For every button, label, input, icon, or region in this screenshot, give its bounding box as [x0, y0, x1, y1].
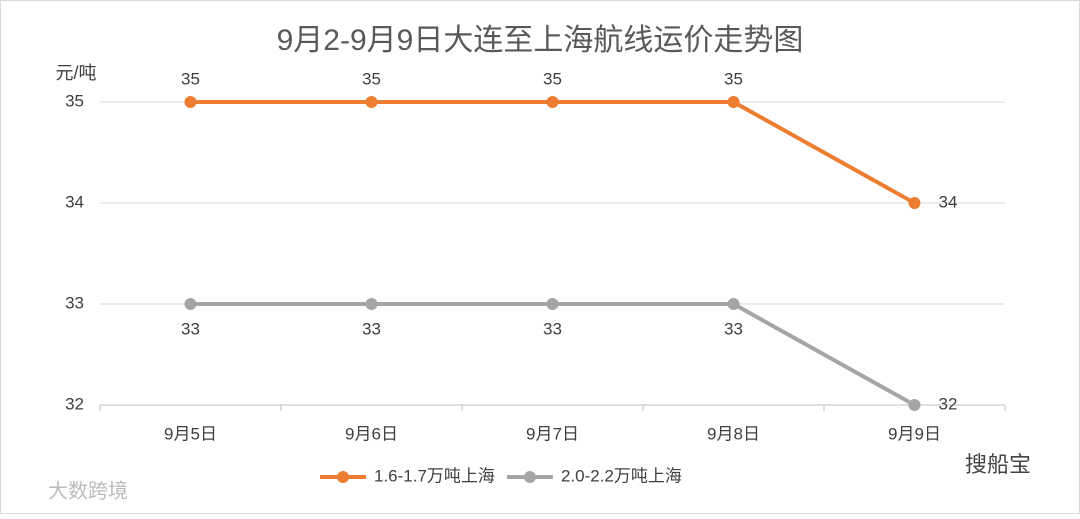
data-label: 33 — [181, 319, 200, 338]
y-tick-label: 35 — [65, 91, 84, 110]
chart-title: 9月2-9月9日大连至上海航线运价走势图 — [277, 24, 804, 57]
data-label: 35 — [543, 69, 562, 88]
data-point — [546, 96, 559, 108]
x-tick-label: 9月8日 — [707, 424, 760, 443]
data-label: 33 — [724, 319, 743, 338]
data-label: 35 — [362, 69, 381, 88]
legend-marker — [523, 471, 536, 483]
x-tick-label: 9月7日 — [526, 424, 579, 443]
legend-marker — [337, 471, 349, 483]
y-tick-label: 32 — [65, 394, 84, 413]
data-point — [908, 197, 921, 209]
legend-label: 1.6-1.7万吨上海 — [374, 466, 495, 485]
y-axis-label: 元/吨 — [55, 63, 96, 83]
watermark: 搜船宝 — [965, 452, 1031, 477]
data-label: 35 — [724, 69, 743, 88]
data-point — [365, 298, 378, 310]
data-point — [908, 399, 921, 411]
x-tick-label: 9月9日 — [888, 424, 941, 443]
y-tick-label: 34 — [65, 192, 84, 211]
data-label: 33 — [543, 319, 562, 338]
watermark: 大数跨境 — [48, 479, 128, 502]
x-tick-label: 9月6日 — [345, 424, 398, 443]
data-point — [546, 298, 559, 310]
data-point — [727, 298, 740, 310]
legend-label: 2.0-2.2万吨上海 — [561, 466, 682, 485]
data-label: 32 — [939, 394, 958, 413]
data-point — [365, 96, 378, 108]
data-label: 35 — [181, 69, 200, 88]
data-label: 33 — [362, 319, 381, 338]
x-tick-label: 9月5日 — [164, 424, 217, 443]
data-point — [184, 298, 197, 310]
y-tick-label: 33 — [65, 293, 84, 312]
data-label: 34 — [939, 192, 958, 211]
data-point — [184, 96, 197, 108]
data-point — [727, 96, 740, 108]
